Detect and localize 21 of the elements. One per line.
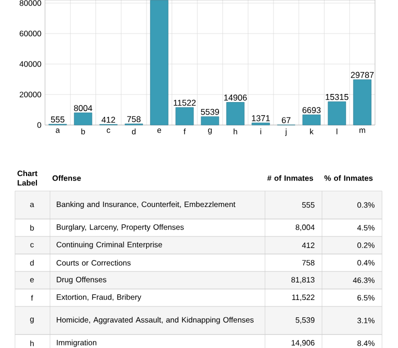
- data-label: 6693: [302, 107, 321, 114]
- bar: [252, 122, 270, 126]
- data-label: 555: [50, 116, 64, 122]
- bar: [176, 107, 194, 126]
- data-label: 5539: [200, 108, 220, 115]
- bar: [353, 79, 372, 126]
- bar: [328, 101, 346, 126]
- bar: [226, 102, 244, 126]
- data-label: 67: [282, 117, 290, 124]
- bar: [150, 0, 168, 126]
- data-label: 29787: [350, 72, 374, 78]
- data-label: 8004: [74, 105, 92, 112]
- data-label: 758: [127, 116, 141, 122]
- data-label: 15315: [326, 94, 348, 100]
- data-label: 1371: [252, 115, 270, 122]
- bar: [74, 112, 92, 126]
- bar: [302, 114, 321, 126]
- data-label: 412: [102, 116, 116, 123]
- data-label: 11522: [174, 100, 196, 106]
- data-label: 14906: [224, 94, 247, 101]
- bar: [200, 116, 220, 126]
